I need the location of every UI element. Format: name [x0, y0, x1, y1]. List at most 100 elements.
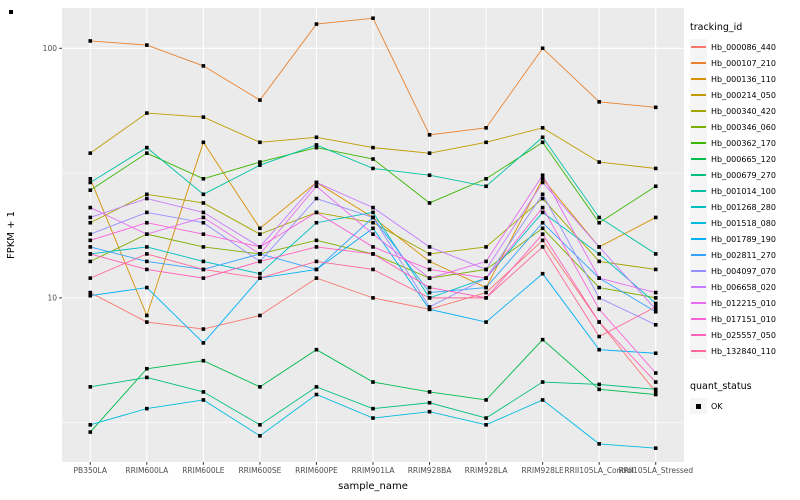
data-point — [540, 46, 545, 51]
data-point — [314, 238, 319, 243]
legend-line-swatch — [691, 334, 706, 336]
data-point — [653, 390, 658, 394]
data-point — [88, 252, 93, 256]
legend-item-Hb_000136_110: Hb_000136_110 — [690, 71, 800, 87]
data-point — [427, 296, 432, 300]
legend-item-label: Hb_000340_420 — [711, 106, 776, 116]
data-point — [484, 259, 488, 264]
data-point — [314, 145, 319, 150]
x-tick-label: RRIM600LA — [125, 466, 169, 475]
legend-line-swatch — [691, 350, 706, 352]
legend-key — [690, 247, 707, 263]
data-point — [201, 176, 206, 181]
x-axis-title: sample_name — [338, 481, 408, 492]
data-point — [314, 245, 319, 249]
data-point — [314, 135, 319, 140]
data-point — [427, 252, 432, 256]
data-point — [371, 296, 375, 300]
data-point — [88, 176, 93, 181]
data-point — [314, 220, 319, 225]
legend-key — [690, 279, 707, 295]
data-point — [427, 285, 432, 290]
data-point — [145, 43, 149, 47]
legend-item-label: Hb_000107_210 — [711, 58, 776, 68]
data-point — [88, 188, 93, 193]
x-tick-label: RRIM600SE — [238, 466, 281, 475]
legend-line-swatch — [691, 158, 706, 160]
data-point — [540, 271, 545, 276]
data-point — [653, 446, 658, 450]
legend-item-Hb_000086_440: Hb_000086_440 — [690, 39, 800, 55]
data-point — [653, 105, 658, 110]
data-point — [145, 375, 149, 380]
axis-layer: 100 10 PB350LA RRIM600LA RRIM600LE RRIM600SE R… — [43, 44, 694, 475]
data-point — [371, 380, 375, 384]
data-point — [427, 290, 432, 295]
legend-item-label: Hb_001518_080 — [711, 218, 776, 228]
data-point — [258, 160, 262, 164]
data-point — [145, 196, 149, 201]
data-point — [371, 145, 375, 150]
data-point — [258, 313, 262, 318]
legend-line-swatch — [691, 142, 706, 144]
legend-line-swatch — [691, 238, 706, 240]
data-point — [201, 192, 206, 197]
data-point — [88, 232, 93, 236]
data-point — [314, 347, 319, 352]
legend-key — [690, 199, 707, 215]
legend-item-label: Hb_001268_280 — [711, 202, 776, 212]
legend-key — [690, 71, 707, 87]
data-point — [427, 400, 432, 405]
x-tick-label: RRIM901LA — [352, 466, 396, 475]
legend-shape-items: OK — [690, 398, 800, 414]
data-point — [540, 176, 545, 181]
data-point — [371, 220, 375, 225]
data-point — [597, 220, 601, 225]
legend-key — [690, 39, 707, 55]
data-point — [88, 423, 93, 427]
legend-item-Hb_004097_070: Hb_004097_070 — [690, 263, 800, 279]
data-point — [258, 232, 262, 236]
x-tick-label: PB350LA — [74, 466, 108, 475]
data-point — [314, 259, 319, 264]
data-point — [88, 39, 93, 43]
data-point — [145, 192, 149, 197]
legend-line-swatch — [691, 110, 706, 112]
data-point — [371, 406, 375, 411]
legend-title-quant-status: quant_status — [690, 381, 752, 392]
data-point — [597, 334, 601, 339]
data-point — [88, 259, 93, 264]
data-point — [653, 307, 658, 312]
data-point — [540, 192, 545, 197]
data-point — [484, 267, 488, 272]
x-tick-label: RRIM928LA — [465, 466, 509, 475]
data-point — [88, 430, 93, 434]
legend-title-tracking-id: tracking_id — [690, 22, 743, 33]
data-point — [145, 285, 149, 290]
data-point — [201, 201, 206, 205]
legend-line-swatch — [691, 302, 706, 304]
data-point — [314, 276, 319, 280]
data-point — [314, 210, 319, 215]
data-point — [597, 259, 601, 264]
data-point — [427, 245, 432, 249]
data-point — [201, 327, 206, 331]
data-point — [145, 267, 149, 272]
legend-line-swatch — [691, 286, 706, 288]
legend-item-Hb_006658_020: Hb_006658_020 — [690, 279, 800, 295]
data-point — [201, 398, 206, 402]
data-point — [653, 296, 658, 300]
legend-item-Hb_000665_120: Hb_000665_120 — [690, 151, 800, 167]
data-point — [314, 184, 319, 189]
y-tick-label: 10 — [47, 293, 57, 302]
legend-item-Hb_000107_210: Hb_000107_210 — [690, 55, 800, 71]
data-point — [88, 276, 93, 280]
data-point — [145, 111, 149, 115]
legend-item-label: Hb_000679_270 — [711, 170, 776, 180]
data-point — [653, 387, 658, 392]
data-point — [484, 290, 488, 295]
legend-key — [690, 151, 707, 167]
legend-key — [690, 327, 707, 343]
data-point — [201, 341, 206, 345]
